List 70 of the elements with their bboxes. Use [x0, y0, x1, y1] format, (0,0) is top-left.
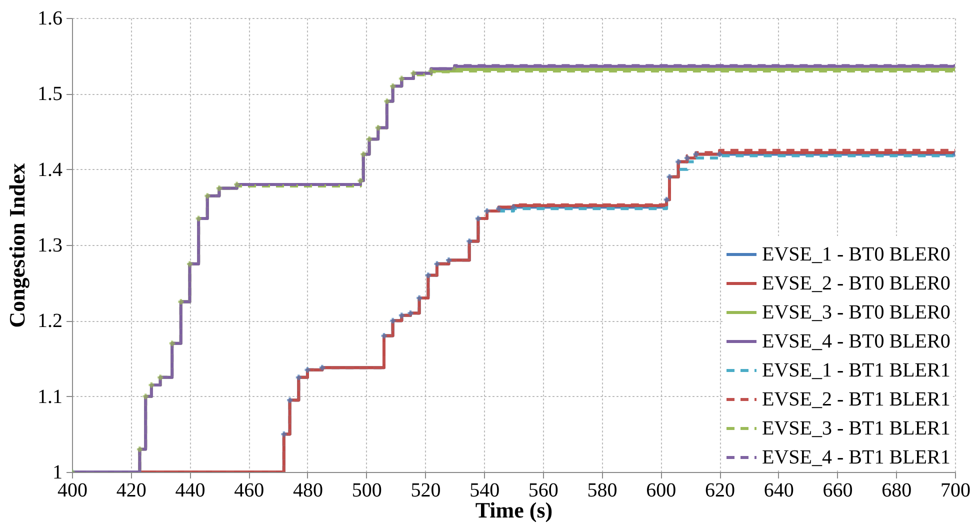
point [142, 394, 148, 400]
x-tick-label: 580 [587, 480, 618, 502]
x-tick-label: 620 [705, 480, 736, 502]
point [186, 261, 192, 267]
point [466, 238, 472, 244]
point [416, 295, 422, 301]
point [475, 216, 481, 222]
point [398, 76, 404, 82]
point [446, 257, 452, 263]
point [428, 68, 434, 74]
legend-label: EVSE_3 - BT0 BLER0 [762, 302, 950, 324]
point [510, 204, 516, 210]
x-tick-label: 660 [822, 480, 853, 502]
point [178, 299, 184, 304]
point [410, 70, 416, 76]
point [234, 182, 240, 188]
x-tick-label: 460 [234, 480, 264, 502]
point [216, 186, 222, 191]
point [716, 151, 722, 157]
x-tick-label: 440 [175, 480, 206, 502]
y-tick-label: 1.6 [38, 8, 62, 30]
point [693, 151, 699, 157]
x-tick-label: 520 [410, 480, 441, 502]
point [676, 159, 682, 165]
legend-label: EVSE_2 - BT0 BLER0 [762, 272, 950, 294]
y-axis-title: Congestion Index [4, 163, 30, 328]
point [434, 261, 440, 267]
point [375, 124, 381, 130]
point [366, 136, 372, 142]
point [390, 318, 396, 324]
x-tick-label: 500 [352, 480, 382, 502]
point [684, 155, 690, 161]
point [664, 196, 670, 202]
y-tick-label: 1.1 [38, 386, 62, 408]
point [281, 431, 287, 437]
point [425, 272, 431, 278]
y-tick-label: 1.2 [38, 310, 62, 332]
legend-label: EVSE_1 - BT1 BLER1 [762, 360, 950, 382]
legend-label: EVSE_4 - BT0 BLER0 [762, 330, 950, 352]
point [204, 193, 210, 199]
y-tick-label: 1.4 [38, 158, 62, 181]
x-tick-label: 600 [646, 480, 676, 502]
point [381, 333, 387, 339]
point [136, 446, 142, 452]
point [384, 98, 390, 104]
legend-label: EVSE_3 - BT1 BLER1 [762, 418, 950, 440]
point [296, 374, 302, 380]
point [196, 216, 202, 222]
y-tick-label: 1.5 [38, 83, 62, 106]
x-tick-label: 640 [764, 480, 794, 502]
legend-label: EVSE_2 - BT1 BLER1 [762, 388, 950, 410]
x-tick-label: 420 [116, 480, 146, 502]
point [496, 206, 502, 212]
x-tick-label: 700 [940, 480, 970, 502]
point [158, 374, 164, 380]
x-tick-label: 680 [882, 480, 912, 502]
point [398, 312, 404, 318]
point [408, 310, 414, 316]
point [304, 367, 310, 373]
legend-label: EVSE_1 - BT0 BLER0 [762, 244, 950, 266]
point [287, 397, 293, 403]
point [390, 83, 396, 89]
point [169, 340, 175, 346]
x-tick-label: 480 [292, 480, 323, 502]
y-tick-label: 1.3 [38, 234, 62, 256]
point [360, 151, 366, 157]
legend-label: EVSE_4 - BT1 BLER1 [762, 446, 950, 468]
point [148, 382, 154, 388]
point [358, 178, 364, 184]
point [319, 364, 325, 370]
